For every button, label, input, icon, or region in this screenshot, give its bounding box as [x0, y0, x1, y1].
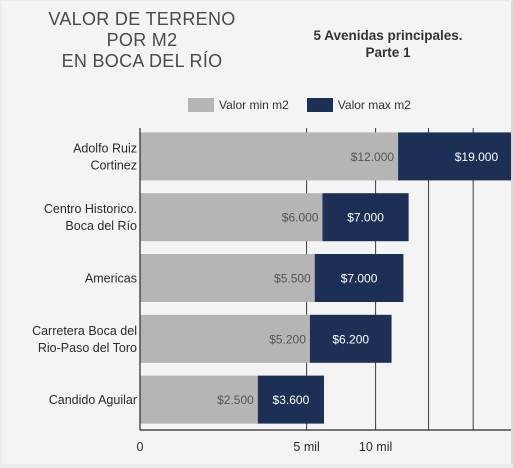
- bar-min: [140, 254, 315, 302]
- data-label-max: $7.000: [341, 272, 378, 286]
- bar-max: [322, 193, 409, 242]
- data-label-min: $6.000: [282, 211, 319, 225]
- subtitle-line: 5 Avenidas principales.: [313, 28, 463, 43]
- data-label-min: $2.500: [217, 393, 254, 407]
- data-label-max: $7.000: [347, 211, 384, 225]
- legend-swatch-min: [188, 98, 214, 112]
- category-label-line: Boca del Río: [65, 219, 137, 233]
- data-label-min: $5.200: [269, 332, 306, 346]
- chart-title: VALOR DE TERRENO POR M2 EN BOCA DEL RÍO: [42, 9, 242, 72]
- title-line: POR M2: [106, 30, 178, 50]
- bar-min: [140, 375, 258, 424]
- data-label-max: $6.200: [332, 332, 369, 346]
- data-label-max: $19.000: [455, 150, 499, 164]
- category-label-line: Cortinez: [90, 158, 137, 172]
- legend-label-max: Valor max m2: [337, 98, 411, 112]
- legend-item-max: Valor max m2: [306, 98, 411, 112]
- data-label-max: $3.600: [273, 393, 310, 407]
- x-tick-label: 10 mil: [359, 440, 392, 454]
- data-label-min: $12.000: [351, 150, 395, 164]
- category-label: Candido Aguilar: [49, 393, 137, 407]
- x-tick-label: 0: [137, 440, 144, 454]
- category-label: Americas: [85, 272, 137, 286]
- bar-min: [140, 193, 323, 242]
- legend-item-min: Valor min m2: [188, 98, 289, 112]
- bar-max: [309, 314, 392, 363]
- x-tick-label: 5 mil: [293, 440, 319, 454]
- category-label-line: Adolfo Ruiz: [73, 141, 137, 155]
- chart-subtitle: 5 Avenidas principales. Parte 1: [284, 27, 492, 61]
- bar-min: [140, 132, 399, 181]
- category-label-line: Americas: [85, 272, 137, 286]
- title-line: EN BOCA DEL RÍO: [61, 51, 223, 71]
- category-label: Adolfo Ruiz Cortinez: [73, 141, 137, 172]
- bar-max: [314, 254, 404, 302]
- category-label-line: Candido Aguilar: [49, 393, 137, 407]
- category-label-line: Rio-Paso del Toro: [38, 341, 137, 355]
- legend-label-min: Valor min m2: [219, 98, 289, 112]
- bar-min: [140, 314, 310, 363]
- bar-max: [398, 132, 511, 181]
- category-label-line: Centro Historico.: [44, 202, 137, 216]
- title-line: VALOR DE TERRENO: [48, 9, 236, 29]
- bar-max: [257, 375, 325, 424]
- category-label: Carretera Boca del Rio-Paso del Toro: [32, 324, 137, 355]
- category-label: Centro Historico. Boca del Río: [44, 202, 137, 233]
- legend: Valor min m2 Valor max m2: [188, 98, 429, 112]
- legend-swatch-max: [306, 98, 333, 112]
- subtitle-line: Parte 1: [365, 45, 411, 60]
- data-label-min: $5.500: [274, 272, 311, 286]
- category-label-line: Carretera Boca del: [32, 324, 137, 338]
